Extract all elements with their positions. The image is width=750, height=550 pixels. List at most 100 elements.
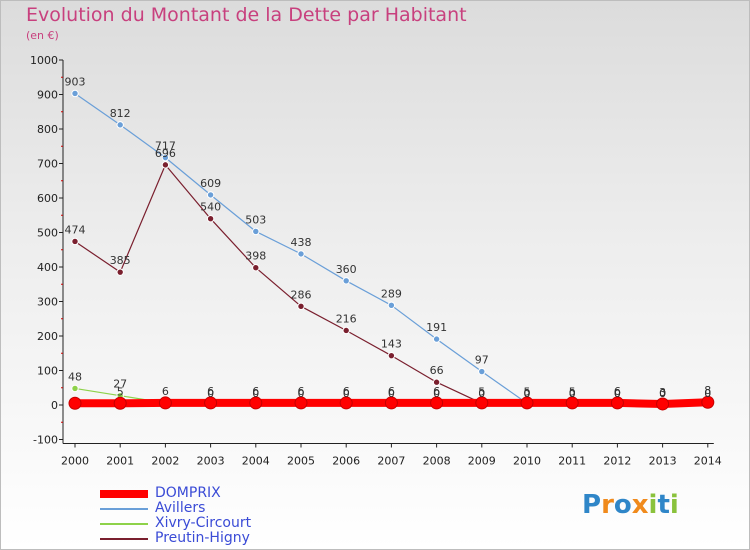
point-avillers	[71, 89, 79, 98]
data-label-preutin-higny: 0	[659, 387, 666, 400]
x-tick-label: 2005	[287, 455, 315, 468]
data-label-avillers: 3	[659, 386, 666, 399]
logo-letter: o	[613, 490, 632, 520]
y-tick-label: 700	[37, 158, 58, 171]
point-domprix	[475, 396, 489, 410]
data-label-preutin-higny: 0	[569, 387, 576, 400]
logo-letter: i	[669, 490, 679, 520]
point-domprix	[68, 396, 82, 410]
legend-label-preutin-higny: Preutin-Higny	[155, 530, 250, 546]
legend-swatch-domprix	[100, 490, 148, 498]
data-label-preutin-higny: 286	[291, 288, 312, 301]
chart-series	[68, 89, 715, 411]
data-label-preutin-higny: 5	[478, 385, 485, 398]
point-domprix	[158, 396, 172, 410]
point-preutin-higny	[116, 268, 124, 276]
point-avillers	[432, 335, 441, 343]
point-domprix	[384, 396, 398, 410]
point-domprix	[339, 396, 353, 410]
legend-label-avillers: Avillers	[155, 500, 206, 516]
x-tick-label: 2006	[332, 455, 360, 468]
data-label-domprix: 6	[433, 385, 440, 398]
point-preutin-higny	[161, 161, 170, 169]
data-label-preutin-higny: 540	[200, 201, 221, 214]
x-tick-label: 2009	[468, 455, 496, 468]
data-label-preutin-higny: 66	[430, 364, 444, 377]
point-xivry-circourt	[71, 384, 79, 393]
data-label-domprix: 6	[207, 385, 214, 398]
data-label-xivry-circourt: 0	[614, 387, 621, 400]
legend-swatch-preutin-higny	[100, 538, 148, 540]
data-label-domprix: 6	[162, 385, 169, 398]
point-preutin-higny	[71, 237, 79, 246]
point-domprix	[610, 396, 624, 410]
x-tick-label: 2010	[513, 455, 541, 468]
data-label-xivry-circourt: 0	[524, 387, 531, 400]
legend-item-preutin-higny: Preutin-Higny	[100, 530, 400, 546]
data-label-preutin-higny: 474	[65, 223, 86, 236]
series-line-preutin-higny	[74, 164, 709, 406]
x-tick-label: 2007	[377, 455, 405, 468]
data-label-avillers: 8	[704, 384, 711, 397]
data-label-avillers: 5	[524, 385, 531, 398]
data-label-avillers: 503	[245, 213, 266, 226]
point-avillers	[161, 153, 170, 162]
data-label-domprix: 6	[388, 385, 395, 398]
legend-item-avillers: Avillers	[100, 500, 400, 516]
point-avillers	[252, 227, 260, 236]
data-label-avillers: 191	[426, 321, 447, 334]
x-tick-label: 2003	[197, 455, 225, 468]
data-label-xivry-circourt: 0	[478, 387, 485, 400]
data-label-avillers: 609	[200, 177, 221, 190]
point-avillers	[478, 367, 486, 376]
point-avillers	[342, 277, 350, 285]
data-label-xivry-circourt: 0	[252, 387, 259, 400]
point-avillers	[206, 191, 215, 199]
y-tick-label: 100	[37, 365, 58, 378]
data-label-xivry-circourt: 27	[113, 378, 127, 391]
data-label-preutin-higny: 0	[614, 387, 621, 400]
logo-letter: i	[648, 490, 658, 520]
data-label-xivry-circourt: 48	[68, 370, 82, 383]
point-domprix	[701, 395, 715, 409]
x-tick-label: 2004	[242, 455, 270, 468]
data-label-avillers: 903	[65, 75, 86, 88]
proxiti-logo: Proxiti	[582, 490, 679, 520]
chart-subtitle: (en €)	[26, 29, 59, 42]
data-label-domprix: 6	[252, 385, 259, 398]
x-tick-label: 2011	[558, 455, 586, 468]
data-label-avillers: 97	[475, 354, 489, 367]
y-tick-label: 0	[51, 399, 58, 412]
point-domprix	[565, 396, 579, 410]
legend-label-domprix: DOMPRIX	[155, 485, 221, 501]
data-label-avillers: 717	[155, 140, 176, 153]
point-domprix	[249, 396, 263, 410]
y-tick-label: 400	[37, 261, 58, 274]
point-avillers	[116, 121, 124, 129]
y-tick-label: 200	[37, 330, 58, 343]
data-label-preutin-higny: 0	[704, 387, 711, 400]
point-domprix	[294, 396, 308, 410]
y-tick-label: 600	[37, 192, 58, 205]
point-preutin-higny	[387, 351, 396, 360]
y-tick-label: 800	[37, 123, 58, 136]
x-tick-label: 2001	[106, 455, 134, 468]
logo-letter: P	[582, 490, 602, 520]
data-label-xivry-circourt: 0	[569, 387, 576, 400]
legend-item-domprix: DOMPRIX	[100, 485, 400, 501]
point-domprix	[656, 397, 670, 411]
data-label-preutin-higny: 385	[110, 254, 131, 267]
data-label-domprix: 5	[117, 385, 124, 398]
data-label-avillers: 812	[110, 107, 131, 120]
data-label-preutin-higny: 696	[155, 147, 176, 160]
data-label-preutin-higny: 143	[381, 338, 402, 351]
point-preutin-higny	[432, 378, 441, 386]
point-avillers	[297, 250, 305, 258]
x-tick-label: 2013	[649, 455, 677, 468]
point-domprix	[204, 396, 218, 410]
data-label-preutin-higny: 398	[245, 250, 266, 263]
legend-label-xivry-circourt: Xivry-Circourt	[155, 515, 252, 531]
